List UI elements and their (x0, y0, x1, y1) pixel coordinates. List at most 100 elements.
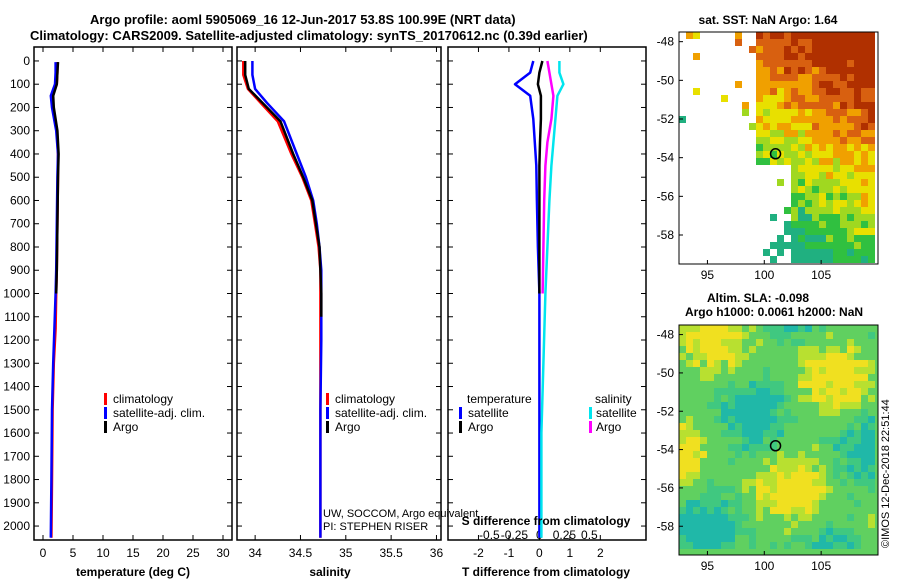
sst-cell (805, 186, 812, 193)
map-lat-label: -54 (657, 151, 675, 165)
sst-cell (798, 235, 805, 242)
sst-cell (805, 130, 812, 137)
sst-cell (833, 249, 840, 256)
sst-cell (805, 172, 812, 179)
sst-cell (791, 235, 798, 242)
sla-cell (777, 486, 784, 493)
sst-cell (784, 116, 791, 123)
sla-cell (812, 360, 819, 367)
sla-cell (854, 416, 861, 423)
sla-cell (847, 388, 854, 395)
sla-cell (833, 353, 840, 360)
sst-cell (861, 256, 868, 263)
sla-cell (763, 493, 770, 500)
sla-cell (833, 367, 840, 374)
sst-cell (826, 60, 833, 67)
sst-cell (861, 53, 868, 60)
sst-cell (833, 228, 840, 235)
map-lat-label: -48 (657, 328, 675, 342)
sla-cell (679, 542, 686, 549)
sla-cell (812, 479, 819, 486)
sla-cell (812, 367, 819, 374)
sst-cell (840, 46, 847, 53)
sst-cell (861, 130, 868, 137)
sst-cell (798, 109, 805, 116)
sst-cell (833, 116, 840, 123)
sla-cell (749, 388, 756, 395)
sla-cell (854, 381, 861, 388)
sst-cell (833, 67, 840, 74)
sst-cell (805, 165, 812, 172)
sla-cell (693, 514, 700, 521)
sla-cell (735, 353, 742, 360)
sla-cell (742, 444, 749, 451)
sst-cell (854, 88, 861, 95)
sst-cell (798, 46, 805, 53)
sst-cell (805, 88, 812, 95)
sst-cell (854, 102, 861, 109)
sst-cell (812, 39, 819, 46)
sst-cell (756, 81, 763, 88)
sla-cell (854, 458, 861, 465)
sst-cell (756, 102, 763, 109)
sla-cell (714, 325, 721, 332)
sla-cell (833, 444, 840, 451)
depth-tick-label: 1900 (3, 496, 30, 510)
sst-cell (868, 60, 875, 67)
sst-cell (826, 123, 833, 130)
sst-cell (686, 32, 693, 39)
temperature-xlabel: temperature (deg C) (76, 565, 190, 579)
map-lon-label: 95 (701, 559, 715, 573)
sst-cell (770, 46, 777, 53)
sla-cell (749, 528, 756, 535)
sst-cell (805, 102, 812, 109)
sla-cell (679, 479, 686, 486)
sla-cell (742, 332, 749, 339)
sst-cell (791, 151, 798, 158)
sst-cell (819, 39, 826, 46)
sst-cell (763, 74, 770, 81)
legend-label: Argo (596, 420, 622, 434)
sla-cell (714, 514, 721, 521)
sla-cell (756, 486, 763, 493)
sla-cell (868, 367, 875, 374)
sst-cell (833, 193, 840, 200)
sst-cell (854, 46, 861, 53)
sla-cell (847, 451, 854, 458)
sla-cell (840, 388, 847, 395)
sla-cell (714, 339, 721, 346)
sla-cell (777, 507, 784, 514)
sst-cell (756, 39, 763, 46)
sla-cell (826, 409, 833, 416)
sst-cell (819, 102, 826, 109)
sst-cell (819, 151, 826, 158)
sst-cell (861, 172, 868, 179)
sla-cell (686, 430, 693, 437)
sla-cell (861, 472, 868, 479)
sla-cell (833, 437, 840, 444)
sla-cell (770, 381, 777, 388)
sst-cell (819, 137, 826, 144)
map-lat-label: -50 (657, 366, 675, 380)
sst-cell (854, 200, 861, 207)
x-tick-label: 20 (156, 546, 170, 560)
sst-cell (861, 228, 868, 235)
sla-cell (868, 514, 875, 521)
sst-cell (770, 137, 777, 144)
sla-cell (833, 381, 840, 388)
sst-cell (847, 221, 854, 228)
sla-cell (812, 353, 819, 360)
legend-label: satellite-adj. clim. (113, 406, 205, 420)
sst-cell (861, 39, 868, 46)
sla-cell (686, 437, 693, 444)
sla-cell (679, 458, 686, 465)
sla-cell (847, 535, 854, 542)
sst-cell (854, 67, 861, 74)
sla-cell (679, 451, 686, 458)
sla-cell (805, 535, 812, 542)
sst-cell (833, 46, 840, 53)
sla-cell (840, 353, 847, 360)
sst-cell (798, 207, 805, 214)
sst-cell (819, 193, 826, 200)
sla-cell (777, 430, 784, 437)
